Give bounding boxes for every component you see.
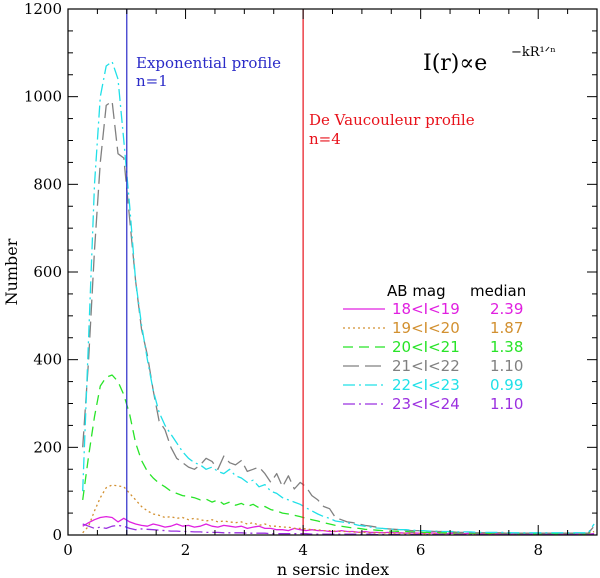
reference-lines (126, 9, 304, 535)
legend-header-mag: AB mag (387, 282, 446, 300)
legend-median: 1.10 (490, 395, 523, 413)
devaucouleur-n-label: n=4 (309, 130, 341, 148)
axis-ticks (67, 8, 598, 536)
series-line-21-22 (82, 100, 595, 534)
legend-label: 23<I<24 (392, 395, 460, 413)
y-tick-label: 600 (33, 263, 62, 281)
x-axis-title: n sersic index (277, 560, 389, 578)
x-tick-label: 8 (533, 541, 543, 559)
y-tick-label: 0 (52, 526, 62, 544)
y-tick-labels: 0 200 400 600 800 1000 1200 (24, 0, 62, 544)
legend-label: 18<I<19 (392, 300, 460, 318)
formula-exponent: −kR¹ᐟⁿ (511, 45, 556, 60)
legend-median: 2.39 (490, 300, 523, 318)
x-tick-label: 6 (416, 541, 426, 559)
y-tick-label: 1000 (24, 88, 62, 106)
formula-base: I(r)∝e (423, 51, 487, 76)
reference-annotations: Exponential profile n=1 De Vaucouleur pr… (136, 54, 475, 148)
legend: AB mag median 18<I<19 2.39 19<I<20 1.87 20<I… (343, 282, 526, 413)
y-tick-label: 800 (33, 175, 62, 193)
devaucouleur-profile-label: De Vaucouleur profile (309, 111, 475, 129)
legend-label: 21<I<22 (392, 357, 460, 375)
legend-label: 20<I<21 (392, 338, 460, 356)
legend-label: 22<I<23 (392, 376, 460, 394)
x-tick-label: 2 (181, 541, 191, 559)
profile-formula: I(r)∝e −kR¹ᐟⁿ (423, 45, 556, 76)
y-tick-label: 200 (33, 438, 62, 456)
plot-frame (67, 8, 598, 536)
y-tick-label: 400 (33, 351, 62, 369)
legend-median: 1.38 (490, 338, 523, 356)
legend-header-median: median (470, 282, 526, 300)
x-tick-label: 0 (63, 541, 73, 559)
legend-median: 1.87 (490, 319, 523, 337)
legend-rows: 18<I<19 2.39 19<I<20 1.87 20<I<21 1.38 21<I<22… (343, 300, 523, 413)
exponential-profile-label: Exponential profile (136, 54, 281, 72)
legend-median: 1.10 (490, 357, 523, 375)
x-tick-label: 4 (298, 541, 308, 559)
y-tick-label: 1200 (24, 0, 62, 18)
legend-label: 19<I<20 (392, 319, 460, 337)
legend-median: 0.99 (490, 376, 523, 394)
exponential-n-label: n=1 (136, 72, 168, 90)
x-tick-labels: 0 2 4 6 8 (63, 541, 543, 559)
y-axis-title: Number (2, 238, 21, 305)
